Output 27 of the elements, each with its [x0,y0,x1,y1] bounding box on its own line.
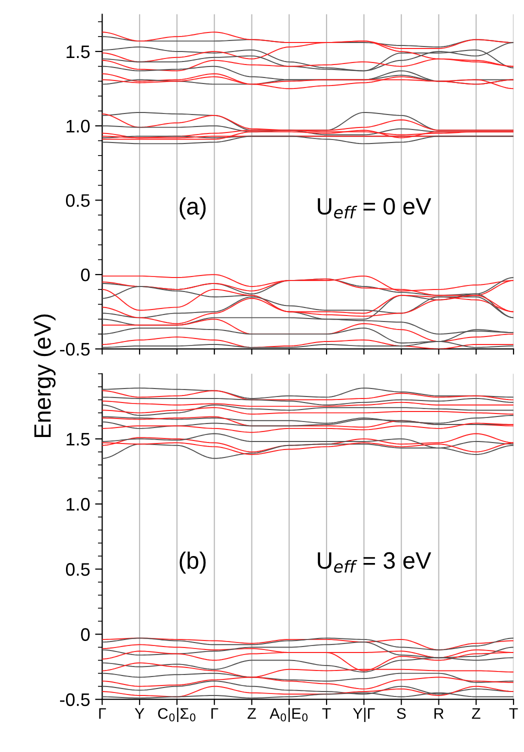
x-tick-label: Z [248,708,256,719]
x-tick-label: Γ [99,708,106,719]
y-tick-label: 0 [81,628,90,641]
annotation: U$_{eff}$ = 0 eV [318,198,432,219]
y-tick-label: 0.5 [66,563,90,576]
y-tick-label: 1.5 [66,432,90,446]
x-tick-label: Z [472,708,480,719]
annotation: U$_{eff}$ = 3 eV [318,552,432,573]
y-tick-label: 0 [81,268,90,282]
y-tick-label: -0.5 [60,693,90,706]
y-tick-label: 0.5 [66,194,90,207]
annotation: (b) [180,552,206,574]
y-tick-label: 1.0 [66,498,90,511]
annotation: (a) [180,197,206,220]
y-axis-title: Energy (eV) [34,314,56,438]
y-tick-label: 1.0 [66,120,90,133]
x-tick-label: Y [134,708,144,719]
x-tick-label: Y|Γ [352,708,375,722]
x-tick-label: T [322,708,331,719]
y-tick-label: -0.5 [60,342,90,356]
x-tick-label: R [434,708,444,719]
x-tick-label: C$_{0}$|Σ$_{0}$ [158,708,196,722]
x-tick-label: S [396,708,406,719]
y-tick-label: 1.5 [66,46,90,58]
x-tick-label: T [509,708,518,719]
x-tick-label: Γ [211,708,218,719]
x-tick-label: A$_{0}$|E$_{0}$ [270,708,308,722]
